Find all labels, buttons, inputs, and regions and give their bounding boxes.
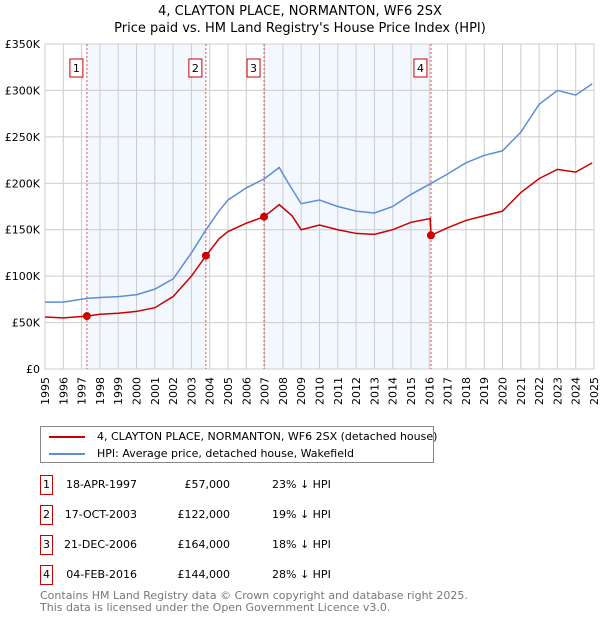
x-tick-label: 2007: [259, 377, 272, 405]
x-tick-label: 1995: [39, 377, 52, 405]
sale-label: 1: [73, 62, 80, 75]
sale-label: 3: [250, 62, 257, 75]
y-tick-label: £150K: [5, 224, 41, 237]
ownership-shade: [86, 44, 206, 369]
y-tick-label: £200K: [5, 177, 41, 190]
sale-price: £164,000: [177, 538, 231, 551]
price-paid-line: [44, 162, 593, 319]
x-tick-label: 2019: [478, 377, 491, 405]
footer-line: This data is licensed under the Open Gov…: [40, 601, 391, 614]
sale-price: £122,000: [177, 508, 231, 521]
x-tick-label: 2013: [368, 377, 381, 405]
x-tick-label: 2020: [497, 377, 510, 405]
title-line: 4, CLAYTON PLACE, NORMANTON, WF6 2SX: [158, 4, 442, 19]
legend: 4, CLAYTON PLACE, NORMANTON, WF6 2SX (de…: [40, 426, 437, 463]
x-tick-label: 2002: [167, 377, 180, 405]
sale-hpi-diff: 19% ↓ HPI: [272, 508, 331, 521]
x-tick-label: 2009: [295, 377, 308, 405]
x-tick-label: 2022: [533, 377, 546, 405]
legend-swatch-red: [49, 435, 85, 438]
sale-label: 2: [192, 62, 199, 75]
x-tick-label: 2012: [350, 377, 363, 405]
x-tick-label: 2005: [222, 377, 235, 405]
sale-price: £144,000: [177, 568, 231, 581]
sale-point: [82, 312, 91, 321]
x-tick-label: 2016: [423, 377, 436, 405]
sale-point: [201, 251, 210, 260]
x-tick-label: 2018: [460, 377, 473, 405]
y-tick-label: £250K: [5, 131, 41, 144]
x-tick-label: 1996: [57, 377, 70, 405]
sale-point: [260, 212, 269, 221]
sale-row: 1 18-APR-1997 £57,000 23% ↓ HPI: [40, 475, 440, 495]
x-tick-label: 1997: [76, 377, 89, 405]
y-tick-label: £300K: [5, 84, 41, 97]
sale-number-badge: 3: [40, 535, 53, 555]
sale-date: 18-APR-1997: [65, 478, 137, 491]
legend-item-property: 4, CLAYTON PLACE, NORMANTON, WF6 2SX (de…: [49, 430, 437, 443]
hpi-line: [45, 83, 593, 303]
sale-date: 17-OCT-2003: [64, 508, 137, 521]
footer-line: Contains HM Land Registry data © Crown c…: [40, 589, 468, 602]
sale-label: 4: [417, 62, 424, 75]
sale-date: 04-FEB-2016: [66, 568, 137, 581]
x-tick-label: 2010: [314, 377, 327, 405]
legend-label: 4, CLAYTON PLACE, NORMANTON, WF6 2SX (de…: [97, 430, 438, 443]
x-tick-label: 2014: [387, 377, 400, 405]
sale-number-badge: 4: [40, 565, 53, 585]
sale-date: 21-DEC-2006: [63, 538, 137, 551]
x-tick-label: 2015: [405, 377, 418, 405]
x-tick-label: 2004: [204, 377, 217, 405]
plot-frame: [44, 43, 595, 370]
y-tick-label: £0: [26, 363, 40, 376]
x-tick-label: 2011: [332, 377, 345, 405]
ownership-shade: [264, 44, 431, 369]
x-tick-label: 2025: [588, 377, 600, 405]
sale-row: 4 04-FEB-2016 £144,000 28% ↓ HPI: [40, 565, 440, 585]
sale-hpi-diff: 23% ↓ HPI: [272, 478, 331, 491]
price-chart: 1995 1996 1997 1998 1999 2000 2001 2002 2003 2004…: [5, 38, 600, 405]
sale-label-box: [413, 58, 428, 78]
sale-row: 3 21-DEC-2006 £164,000 18% ↓ HPI: [40, 535, 440, 555]
y-tick-label: £100K: [5, 270, 41, 283]
sale-label-box: [246, 58, 261, 78]
y-tick-label: £350K: [5, 38, 41, 51]
x-tick-label: 1998: [94, 377, 107, 405]
x-tick-label: 2006: [240, 377, 253, 405]
sale-number-badge: 1: [40, 475, 53, 495]
sale-hpi-diff: 18% ↓ HPI: [272, 538, 331, 551]
legend-swatch-blue: [49, 452, 85, 455]
x-tick-label: 2001: [149, 377, 162, 405]
x-tick-label: 2024: [570, 377, 583, 405]
x-tick-label: 1999: [112, 377, 125, 405]
legend-item-hpi: HPI: Average price, detached house, Wake…: [49, 447, 354, 460]
subtitle-line: Price paid vs. HM Land Registry's House …: [114, 21, 486, 36]
sale-label-box: [69, 58, 84, 78]
chart-title: 4, CLAYTON PLACE, NORMANTON, WF6 2SX Pric…: [0, 3, 600, 37]
x-tick-label: 2017: [442, 377, 455, 405]
legend-label: HPI: Average price, detached house, Wake…: [97, 447, 355, 460]
x-tick-label: 2021: [515, 377, 528, 405]
x-tick-label: 2003: [185, 377, 198, 405]
y-tick-label: £50K: [12, 317, 41, 330]
sale-point: [426, 231, 435, 240]
x-tick-label: 2000: [131, 377, 144, 405]
sale-number-badge: 2: [40, 505, 53, 525]
sale-label-box: [188, 58, 203, 78]
sale-price: £57,000: [184, 478, 231, 491]
sale-hpi-diff: 28% ↓ HPI: [272, 568, 331, 581]
x-tick-label: 2008: [277, 377, 290, 405]
sale-row: 2 17-OCT-2003 £122,000 19% ↓ HPI: [40, 505, 440, 525]
footer: Contains HM Land Registry data © Crown c…: [40, 590, 468, 614]
x-tick-label: 2023: [551, 377, 564, 405]
